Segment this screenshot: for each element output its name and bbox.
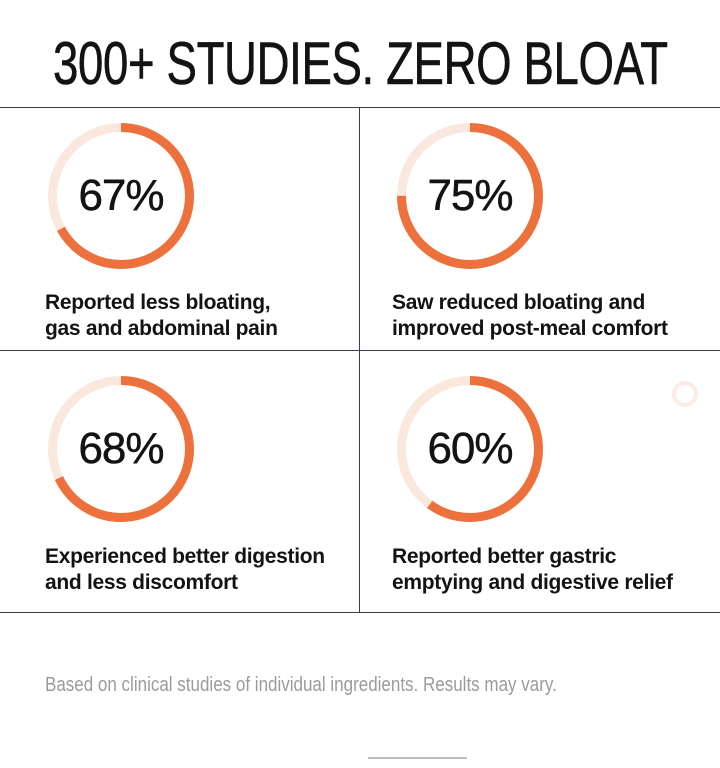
stat-card-3: 68% Experienced better digestion and les… <box>0 351 360 612</box>
caption-line: emptying and digestive relief <box>392 571 673 594</box>
progress-ring-68: 68% <box>48 376 194 522</box>
caption-line: improved post-meal comfort <box>392 317 668 340</box>
disclaimer-text: Based on clinical studies of individual … <box>45 674 557 696</box>
stat-card-2: 75% Saw reduced bloating and improved po… <box>360 108 720 351</box>
caption-line: Experienced better digestion <box>45 545 325 568</box>
donut-chart-icon <box>48 123 194 269</box>
stat-caption: Saw reduced bloating and improved post-m… <box>392 290 668 342</box>
header: 300+ STUDIES. ZERO BLOAT <box>0 0 720 107</box>
stat-caption: Reported better gastric emptying and dig… <box>392 544 673 596</box>
caption-line: Reported better gastric <box>392 545 617 568</box>
percent-value: 75% <box>427 171 514 221</box>
decorative-circle-icon <box>672 381 698 407</box>
percent-value: 67% <box>78 171 165 221</box>
page-indicator-line <box>368 757 467 759</box>
page-title: 300+ STUDIES. ZERO BLOAT <box>52 30 668 97</box>
caption-line: Reported less bloating, <box>45 291 271 314</box>
progress-ring-75: 75% <box>397 123 543 269</box>
donut-chart-icon <box>48 376 194 522</box>
stats-grid: 67% Reported less bloating, gas and abdo… <box>0 107 720 613</box>
stat-card-4: 60% Reported better gastric emptying and… <box>360 351 720 612</box>
percent-value: 60% <box>427 424 514 474</box>
caption-line: Saw reduced bloating and <box>392 291 646 314</box>
caption-line: and less discomfort <box>45 571 238 594</box>
stat-caption: Reported less bloating, gas and abdomina… <box>45 290 278 342</box>
donut-chart-icon <box>397 376 543 522</box>
stat-card-1: 67% Reported less bloating, gas and abdo… <box>0 108 360 351</box>
stat-caption: Experienced better digestion and less di… <box>45 544 325 596</box>
caption-line: gas and abdominal pain <box>45 317 278 340</box>
progress-ring-67: 67% <box>48 123 194 269</box>
progress-ring-60: 60% <box>397 376 543 522</box>
donut-chart-icon <box>397 123 543 269</box>
percent-value: 68% <box>78 424 165 474</box>
